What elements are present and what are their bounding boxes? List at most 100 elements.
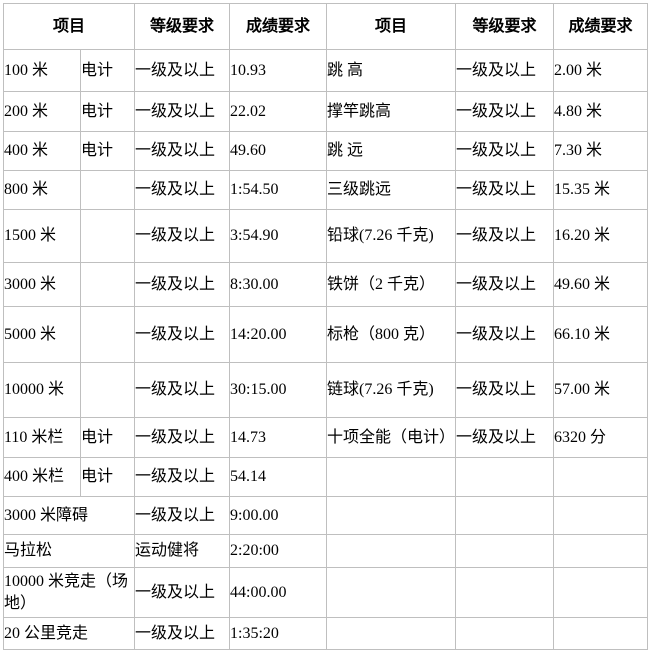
standards-table: 项目 等级要求 成绩要求 项目 等级要求 成绩要求 100 米电计 一级及以上 10…: [2, 3, 649, 650]
grade-cell-right: [455, 617, 555, 650]
timing-cell-left: 电计: [79, 131, 136, 171]
table-row: 3000 米一级及以上 8:30.00 铁饼（2 千克） 一级及以上 49.60 米: [3, 262, 649, 307]
table-row: 110 米栏 电计 一级及以上 14.73 十项全能（电计） 一级及以上 6320 分: [3, 417, 649, 458]
grade-cell-left: 一级及以上: [134, 417, 231, 458]
result-cell-right: 16.20 米: [553, 209, 649, 263]
grade-cell-right: [455, 457, 555, 497]
grade-cell-right: 一级及以上: [455, 91, 555, 132]
header-result-left: 成绩要求: [229, 3, 328, 50]
grade-cell-right: 一级及以上: [455, 49, 555, 92]
result-cell-right: 57.00 米: [553, 362, 649, 418]
result-cell-right: [553, 496, 649, 535]
event-cell-left: 5000 米: [3, 306, 81, 363]
result-cell-right: [553, 534, 649, 568]
table-row: 10000 米竞走（场地） 一级及以上 44:00.00: [2, 567, 649, 618]
table-row: 5000 米一级及以上 14:20.00 标枪（800 克） 一级及以上 66.10 米: [3, 306, 649, 363]
grade-cell-left: 一级及以上: [134, 91, 231, 132]
event-cell-right: 跳 高: [326, 49, 457, 92]
event-cell-right: [326, 457, 457, 497]
table-row: 10000 米一级及以上 30:15.00 链球(7.26 千克) 一级及以上 57.0…: [3, 362, 649, 418]
grade-cell-left: 一级及以上: [134, 617, 231, 650]
result-cell-right: 49.60 米: [553, 262, 649, 307]
result-cell-left: 8:30.00: [229, 262, 328, 307]
event-cell-left: 20 公里竞走: [2, 617, 136, 650]
result-cell-right: 2.00 米: [553, 49, 649, 92]
event-cell-left: 800 米: [3, 170, 81, 210]
table-row: 200 米电计 一级及以上 22.02 撑竿跳高 一级及以上 4.80 米: [3, 91, 649, 132]
event-cell-right: 标枪（800 克）: [326, 306, 457, 363]
result-cell-left: 49.60: [229, 131, 328, 171]
table-row: 3000 米障碍 一级及以上 9:00.00: [2, 496, 649, 535]
event-cell-right: 链球(7.26 千克): [326, 362, 457, 418]
timing-cell-left: 电计: [79, 91, 136, 132]
grade-cell-right: 一级及以上: [455, 262, 555, 307]
result-cell-right: 7.30 米: [553, 131, 649, 171]
grade-cell-left: 一级及以上: [134, 262, 231, 307]
timing-cell-left: [79, 262, 136, 307]
result-cell-left: 54.14: [229, 457, 328, 497]
grade-cell-right: [455, 534, 555, 568]
result-cell-right: 4.80 米: [553, 91, 649, 132]
grade-cell-right: [455, 496, 555, 535]
header-row: 项目 等级要求 成绩要求 项目 等级要求 成绩要求: [2, 3, 649, 50]
event-cell-left: 10000 米: [3, 362, 81, 418]
table-row: 400 米栏 电计 一级及以上 54.14: [3, 457, 649, 497]
result-cell-left: 3:54.90: [229, 209, 328, 263]
header-result-right: 成绩要求: [553, 3, 649, 50]
event-cell-left: 200 米: [3, 91, 81, 132]
event-cell-right: 三级跳远: [326, 170, 457, 210]
event-cell-left: 1500 米: [3, 209, 81, 263]
event-cell-left: 100 米: [3, 49, 81, 92]
result-cell-left: 44:00.00: [229, 567, 328, 618]
timing-cell-left: 电计: [79, 457, 136, 497]
event-cell-right: 十项全能（电计）: [326, 417, 457, 458]
event-cell-left: 10000 米竞走（场地）: [2, 567, 136, 618]
result-cell-left: 22.02: [229, 91, 328, 132]
event-cell-right: 铅球(7.26 千克): [326, 209, 457, 263]
event-cell-right: 铁饼（2 千克）: [326, 262, 457, 307]
event-cell-right: 撑竿跳高: [326, 91, 457, 132]
result-cell-right: 15.35 米: [553, 170, 649, 210]
event-cell-right: [326, 617, 457, 650]
header-project-right: 项目: [326, 3, 457, 50]
grade-cell-left: 一级及以上: [134, 131, 231, 171]
table-row: 800 米一级及以上 1:54.50 三级跳远 一级及以上 15.35 米: [3, 170, 649, 210]
result-cell-left: 14.73: [229, 417, 328, 458]
result-cell-right: 66.10 米: [553, 306, 649, 363]
table-body: 100 米电计 一级及以上 10.93 跳 高一级及以上 2.00 米 200 米电计 一级…: [2, 49, 649, 650]
timing-cell-left: [79, 362, 136, 418]
timing-cell-left: [79, 170, 136, 210]
table-row: 100 米电计 一级及以上 10.93 跳 高一级及以上 2.00 米: [3, 49, 649, 92]
result-cell-right: [553, 457, 649, 497]
table-row: 20 公里竞走 一级及以上 1:35:20: [2, 617, 649, 650]
event-cell-left: 400 米栏: [3, 457, 81, 497]
event-cell-left: 3000 米: [3, 262, 81, 307]
event-cell-right: [326, 496, 457, 535]
table-row: 400 米电计 一级及以上 49.60 跳 远一级及以上 7.30 米: [3, 131, 649, 171]
timing-cell-left: 电计: [79, 417, 136, 458]
grade-cell-left: 一级及以上: [134, 170, 231, 210]
grade-cell-right: [455, 567, 555, 618]
grade-cell-left: 一级及以上: [134, 306, 231, 363]
result-cell-left: 1:35:20: [229, 617, 328, 650]
grade-cell-right: 一级及以上: [455, 131, 555, 171]
grade-cell-right: 一级及以上: [455, 417, 555, 458]
grade-cell-left: 一级及以上: [134, 567, 231, 618]
timing-cell-left: 电计: [79, 49, 136, 92]
result-cell-right: [553, 567, 649, 618]
event-cell-right: [326, 534, 457, 568]
result-cell-left: 10.93: [229, 49, 328, 92]
header-grade-left: 等级要求: [134, 3, 231, 50]
table-row: 马拉松 运动健将 2:20:00: [2, 534, 649, 568]
grade-cell-right: 一级及以上: [455, 209, 555, 263]
grade-cell-right: 一级及以上: [455, 362, 555, 418]
event-cell-left: 3000 米障碍: [2, 496, 136, 535]
header-grade-right: 等级要求: [455, 3, 555, 50]
result-cell-left: 30:15.00: [229, 362, 328, 418]
event-cell-right: [326, 567, 457, 618]
grade-cell-left: 一级及以上: [134, 49, 231, 92]
grade-cell-right: 一级及以上: [455, 170, 555, 210]
result-cell-left: 9:00.00: [229, 496, 328, 535]
grade-cell-left: 一级及以上: [134, 362, 231, 418]
